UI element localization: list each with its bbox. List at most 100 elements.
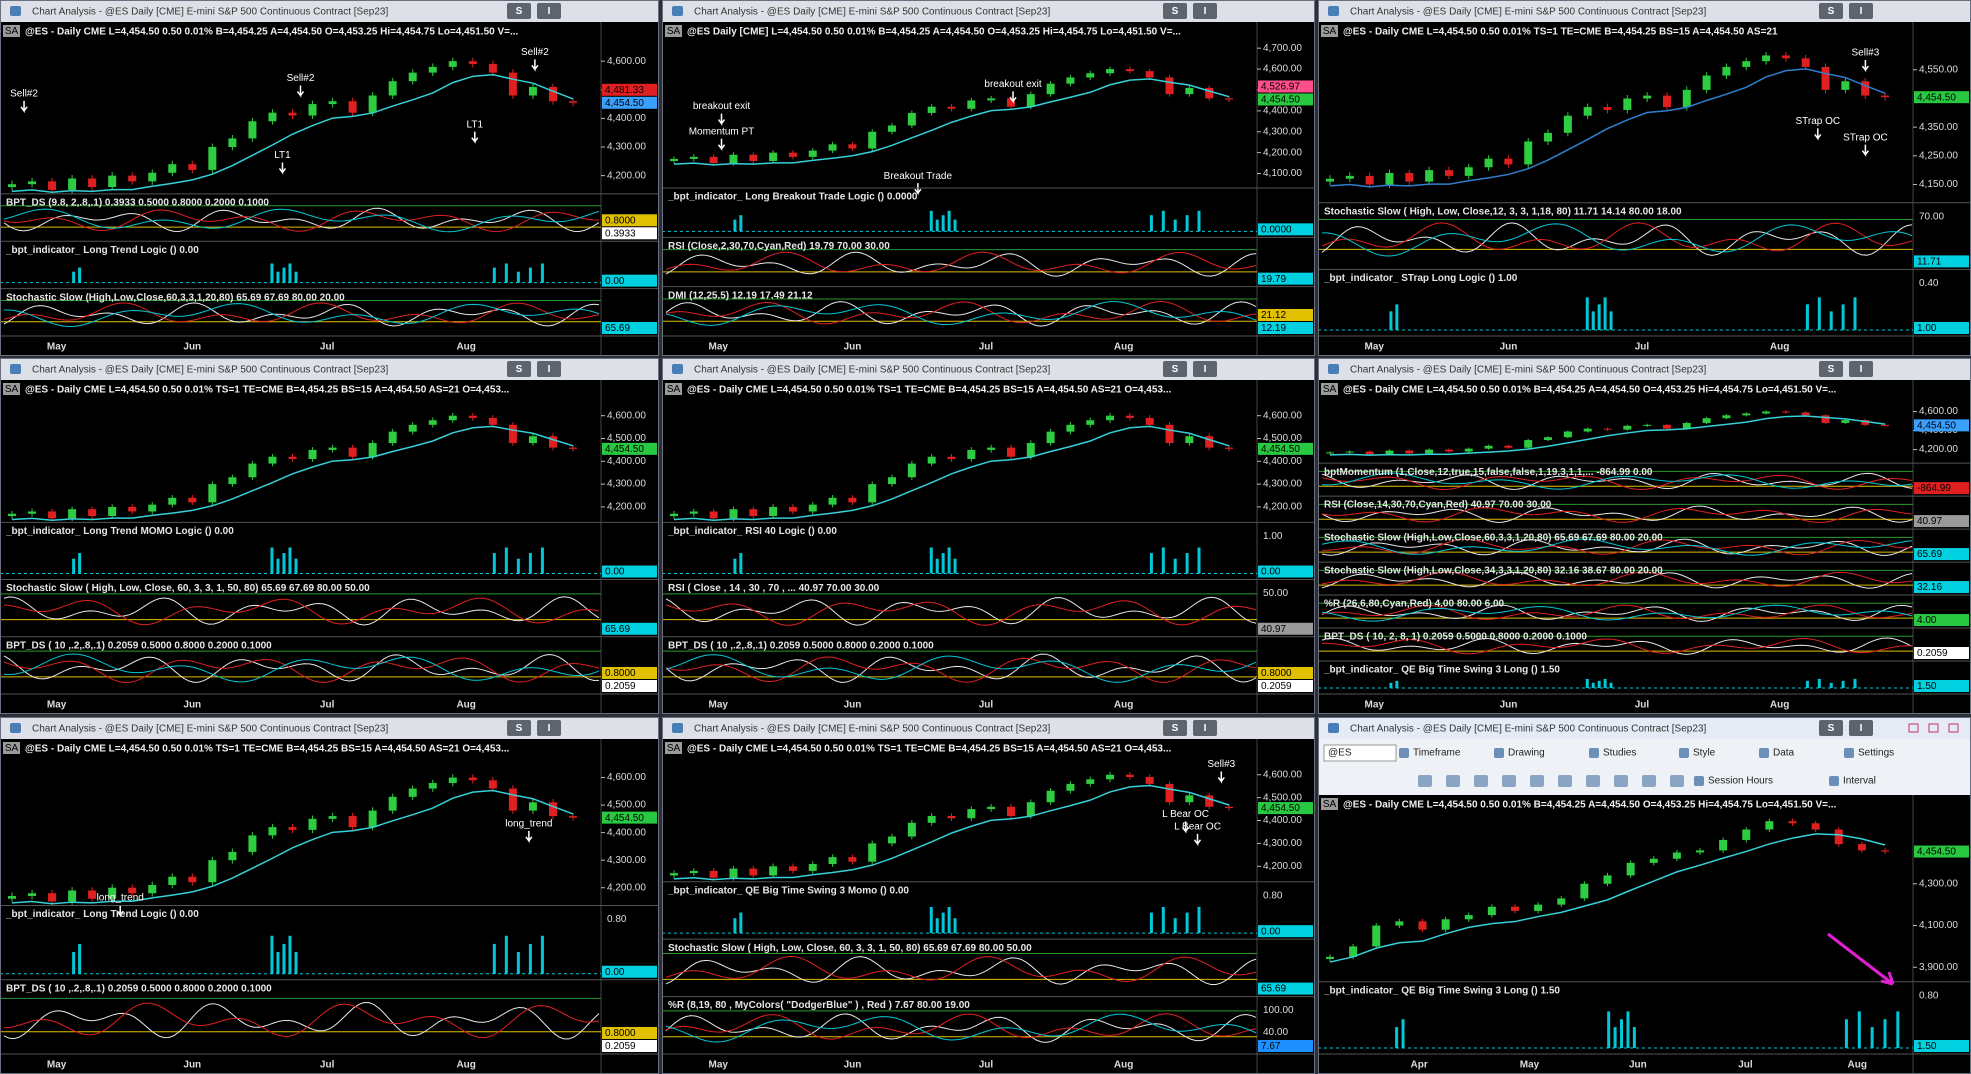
toolbar-item[interactable]: Data (1773, 748, 1795, 759)
title-button-label[interactable]: I (548, 364, 551, 375)
toolbar-icon[interactable] (1589, 748, 1599, 758)
title-button[interactable] (1819, 361, 1843, 377)
title-button-label[interactable]: I (1204, 364, 1207, 375)
title-button-label[interactable]: S (1828, 723, 1835, 734)
title-button-label[interactable]: S (1828, 364, 1835, 375)
title-button[interactable] (1193, 3, 1217, 19)
title-button-label[interactable]: I (1860, 6, 1863, 17)
title-button-label[interactable]: S (1172, 723, 1179, 734)
month-label: Apr (1411, 1060, 1428, 1071)
title-button-label[interactable]: I (1860, 364, 1863, 375)
indicator-line (665, 251, 1257, 274)
title-button[interactable] (1849, 361, 1873, 377)
toolbar-icon[interactable] (1829, 776, 1839, 786)
symbol-box[interactable] (1323, 744, 1397, 762)
title-button-label[interactable]: I (1204, 723, 1207, 734)
toolbar-icon[interactable] (1494, 748, 1504, 758)
toolbar-icon[interactable] (1844, 748, 1854, 758)
signal-bar (1620, 1019, 1624, 1048)
toolbar-tool[interactable] (1586, 775, 1600, 787)
toolbar-icon[interactable] (1679, 748, 1689, 758)
title-button[interactable] (1163, 720, 1187, 736)
signal-bar (1197, 547, 1201, 574)
signal-bar (1395, 680, 1399, 688)
title-button-label[interactable]: I (548, 6, 551, 17)
pane-badge-label: 0.8000 (1261, 668, 1292, 679)
title-button-label[interactable]: I (1204, 6, 1207, 17)
quote-header: @ES - Daily CME L=4,454.50 0.50 0.01% TS… (687, 385, 1172, 396)
toolbar-item[interactable]: Settings (1858, 748, 1894, 759)
trade-arrow (1182, 821, 1190, 834)
title-button-label[interactable]: S (1828, 6, 1835, 17)
title-button-label[interactable]: S (516, 364, 523, 375)
symbol-tag (1321, 383, 1338, 395)
toolbar-tool[interactable] (1502, 775, 1516, 787)
candle (1385, 450, 1394, 455)
window-border (0, 358, 659, 714)
title-button[interactable] (1819, 3, 1843, 19)
signal-bar (294, 271, 298, 283)
pane-badge (1914, 255, 1969, 268)
trade-annotation: L Bear OC (1174, 821, 1221, 832)
title-button[interactable] (507, 361, 531, 377)
candle (729, 868, 738, 878)
window-control[interactable] (1908, 723, 1919, 733)
title-button[interactable] (1819, 720, 1843, 736)
toolbar-item[interactable]: Style (1693, 748, 1716, 759)
toolbar-icon[interactable] (1694, 776, 1704, 786)
pane-label: _bpt_indicator_ Long Trend MOMO Logic ()… (5, 526, 234, 537)
signal-bar (1401, 1019, 1405, 1048)
window-control[interactable] (1948, 723, 1959, 733)
pane-badge-label: 4.00 (1917, 615, 1937, 626)
candle (8, 184, 16, 188)
window-control[interactable] (1928, 723, 1939, 733)
title-button-label[interactable]: S (516, 6, 523, 17)
price-badge (602, 442, 657, 455)
candle (368, 810, 377, 828)
title-button-label[interactable]: S (1172, 364, 1179, 375)
toolbar-item[interactable]: Timeframe (1413, 748, 1461, 759)
title-button[interactable] (537, 720, 561, 736)
toolbar-icon[interactable] (1399, 748, 1409, 758)
title-button[interactable] (537, 3, 561, 19)
pane-axis-label: 100.00 (1263, 1005, 1294, 1016)
toolbar-tool[interactable] (1558, 775, 1572, 787)
title-button[interactable] (537, 361, 561, 377)
pane-badge (602, 1040, 657, 1052)
toolbar-item[interactable]: Session Hours (1708, 776, 1773, 787)
title-button[interactable] (1849, 3, 1873, 19)
title-button-label[interactable]: I (1860, 723, 1863, 734)
candle (128, 506, 137, 512)
month-label: May (47, 1060, 67, 1071)
title-button[interactable] (1193, 361, 1217, 377)
title-button-label[interactable]: S (1172, 6, 1179, 17)
signal-bar (276, 558, 280, 574)
title-button[interactable] (1163, 361, 1187, 377)
title-button[interactable] (1849, 720, 1873, 736)
trade-annotation: LT1 (274, 150, 291, 161)
toolbar-tool[interactable] (1530, 775, 1544, 787)
title-button[interactable] (507, 720, 531, 736)
toolbar-tool[interactable] (1474, 775, 1488, 787)
toolbar-item[interactable]: Interval (1843, 776, 1876, 787)
toolbar-item[interactable]: @ES (1328, 748, 1352, 759)
title-button-label[interactable]: I (548, 723, 551, 734)
title-button[interactable] (1193, 720, 1217, 736)
toolbar-icon[interactable] (1759, 748, 1769, 758)
candle (508, 72, 517, 96)
trade-annotation: Sell#2 (10, 89, 38, 100)
candle (268, 827, 277, 836)
title-button[interactable] (507, 3, 531, 19)
toolbar-tool[interactable] (1418, 775, 1432, 787)
title-button[interactable] (1163, 3, 1187, 19)
toolbar-item[interactable]: Studies (1603, 748, 1636, 759)
toolbar-item[interactable]: Drawing (1508, 748, 1545, 759)
title-button-label[interactable]: S (516, 723, 523, 734)
toolbar-tool[interactable] (1642, 775, 1656, 787)
toolbar-tool[interactable] (1446, 775, 1460, 787)
toolbar-tool[interactable] (1614, 775, 1628, 787)
candle (1145, 71, 1154, 78)
toolbar-tool[interactable] (1670, 775, 1684, 787)
quote-header: @ES - Daily CME L=4,454.50 0.50 0.01% TS… (25, 385, 510, 396)
candle (1861, 420, 1870, 425)
